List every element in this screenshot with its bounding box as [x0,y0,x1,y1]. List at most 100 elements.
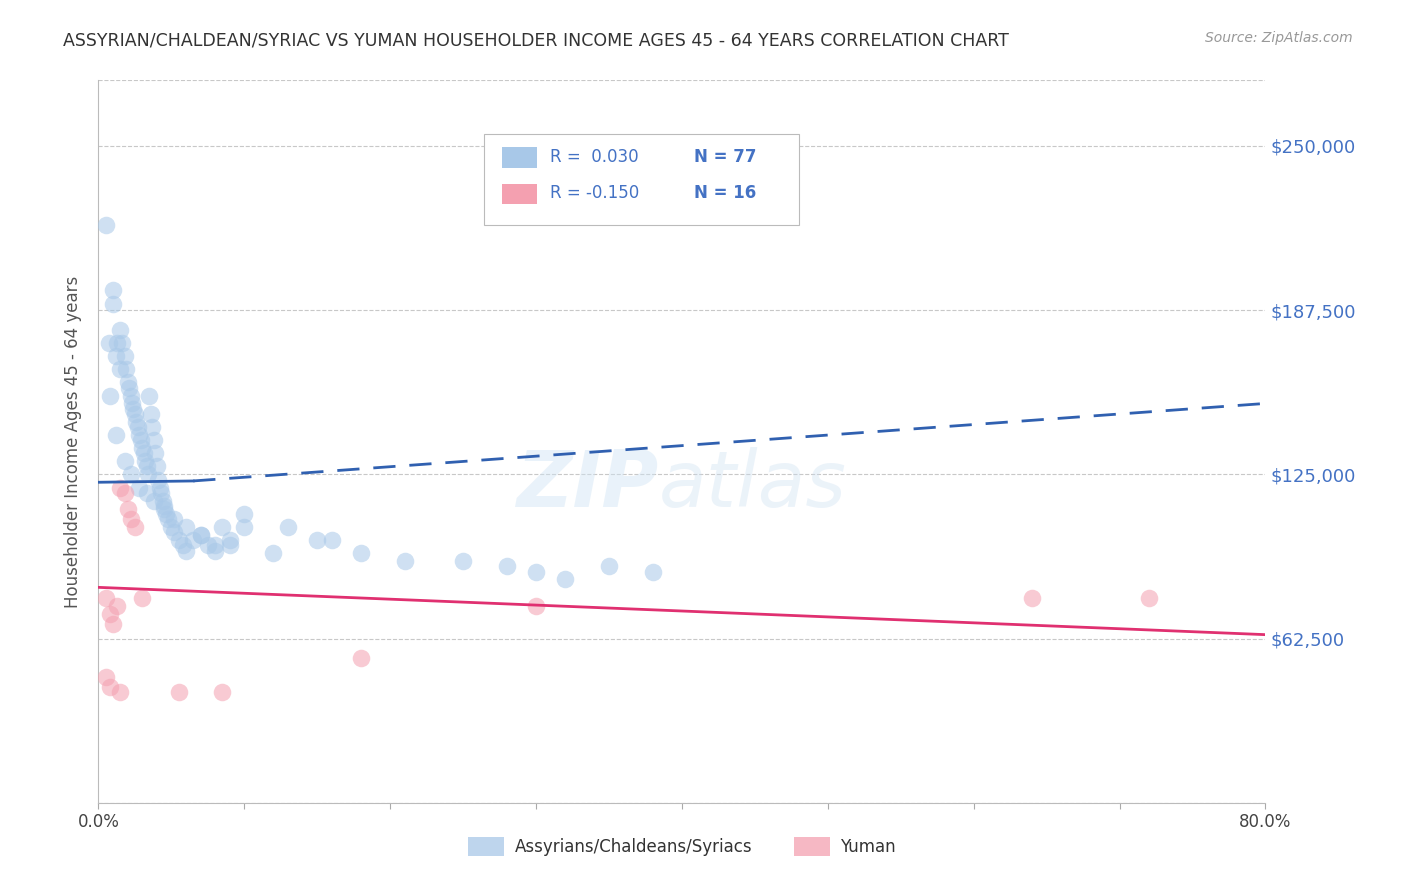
Point [152,493,174,508]
Point [120,512,142,526]
Point [350,546,373,560]
Point [148,473,170,487]
Point [132,446,155,460]
Point [211,685,233,699]
Point [181,533,204,547]
Point [598,559,620,574]
Point [121,396,143,410]
Point [127,420,149,434]
Point [104,349,127,363]
Text: Source: ZipAtlas.com: Source: ZipAtlas.com [1205,31,1353,45]
Text: N = 77: N = 77 [693,148,756,166]
Point [131,441,153,455]
Point [138,388,160,402]
Point [160,520,183,534]
Point [94,591,117,605]
Point [134,454,156,468]
Point [204,543,226,558]
Point [98,388,121,402]
Legend: Assyrians/Chaldeans/Syriacs, Yuman: Assyrians/Chaldeans/Syriacs, Yuman [461,830,903,863]
Text: N = 16: N = 16 [693,184,756,202]
Point [98,680,121,694]
Point [524,599,547,613]
Point [172,538,194,552]
Point [218,538,240,552]
Point [451,554,474,568]
Point [554,573,576,587]
Point [149,481,172,495]
Point [167,685,190,699]
Point [125,415,148,429]
Point [110,362,132,376]
Text: atlas: atlas [658,447,846,523]
Point [197,538,219,552]
Point [174,520,197,534]
Point [114,485,136,500]
Point [394,554,416,568]
FancyBboxPatch shape [502,147,537,168]
Point [142,493,165,508]
Point [277,520,299,534]
Point [1021,591,1043,605]
Point [105,336,128,351]
Point [105,599,128,613]
Point [118,381,141,395]
Point [1137,591,1160,605]
Point [143,446,166,460]
Point [101,296,124,310]
Point [136,467,159,482]
Point [135,459,157,474]
Point [101,617,124,632]
Point [97,336,120,351]
FancyBboxPatch shape [502,184,537,204]
Point [262,546,284,560]
Point [155,507,177,521]
Point [128,428,150,442]
Text: R = -0.150: R = -0.150 [550,184,640,202]
Point [101,284,124,298]
Point [128,481,150,495]
Point [135,485,157,500]
Y-axis label: Householder Income Ages 45 - 64 years: Householder Income Ages 45 - 64 years [65,276,83,607]
Point [120,388,142,402]
Point [94,218,117,232]
Point [524,565,547,579]
Point [163,525,186,540]
Point [153,501,176,516]
Point [117,501,139,516]
Point [174,543,197,558]
Point [233,507,256,521]
Point [211,520,233,534]
Point [104,428,127,442]
Point [114,454,136,468]
Point [218,533,240,547]
Point [190,528,212,542]
Point [131,591,153,605]
Point [321,533,343,547]
Point [98,607,121,621]
FancyBboxPatch shape [484,135,799,225]
Point [110,481,132,495]
Point [110,685,132,699]
Point [204,538,226,552]
Point [350,651,373,665]
Point [496,559,519,574]
Point [146,459,169,474]
Point [111,336,134,351]
Point [115,362,138,376]
Point [124,520,146,534]
Point [163,512,186,526]
Point [114,349,136,363]
Point [233,520,256,534]
Point [167,533,190,547]
Point [110,323,132,337]
Text: ZIP: ZIP [516,447,658,523]
Point [94,670,117,684]
Point [120,467,142,482]
Point [641,565,664,579]
Point [117,376,139,390]
Text: ASSYRIAN/CHALDEAN/SYRIAC VS YUMAN HOUSEHOLDER INCOME AGES 45 - 64 YEARS CORRELAT: ASSYRIAN/CHALDEAN/SYRIAC VS YUMAN HOUSEH… [63,31,1010,49]
Point [307,533,329,547]
Text: R =  0.030: R = 0.030 [550,148,638,166]
Point [142,434,165,448]
